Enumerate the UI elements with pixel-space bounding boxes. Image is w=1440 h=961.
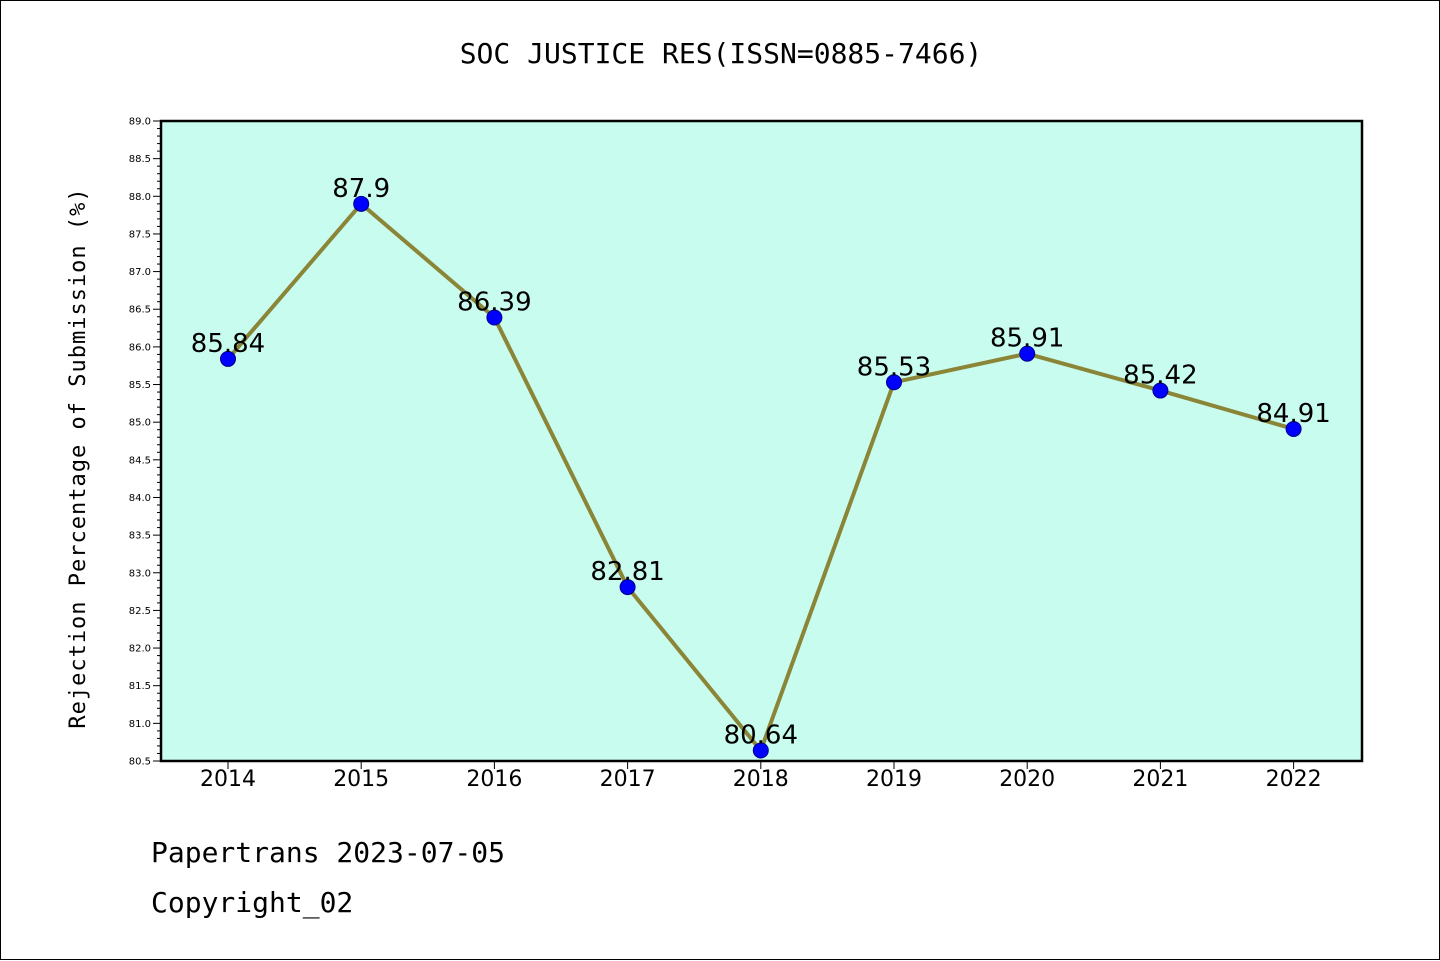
data-label: 82.81 [590,557,664,587]
data-label: 87.9 [332,174,390,204]
data-point [1152,382,1169,399]
y-tick-label: 86.5 [129,305,151,316]
data-point [220,350,236,367]
x-tick-label: 2016 [466,767,522,792]
data-point [619,579,636,596]
y-tick-label: 85.0 [129,418,151,429]
series-line-segment [625,585,763,753]
y-tick-label: 84.5 [129,455,151,466]
y-tick-label: 83.5 [129,531,151,542]
y-tick-label: 83.0 [129,568,151,579]
data-label: 86.39 [457,288,531,318]
x-tick-label: 2022 [1266,767,1322,792]
y-tick-label: 86.0 [129,342,151,353]
x-tick-label: 2015 [333,767,389,792]
data-label: 80.64 [724,720,798,750]
series-line-segment [1025,351,1163,393]
y-tick-label: 87.0 [129,267,151,278]
footer-date: Papertrans 2023-07-05 [151,836,506,869]
data-point [1019,345,1036,362]
data-point [353,195,370,212]
data-label: 85.84 [191,329,265,359]
y-tick-label: 89.0 [129,117,151,128]
data-point [1285,420,1302,437]
data-label: 84.91 [1256,399,1330,429]
plot-border [159,119,1364,763]
y-tick-label: 88.5 [129,154,151,165]
footer-copyright: Copyright_02 [151,886,354,919]
y-tick-label: 81.0 [129,719,151,730]
y-tick-label: 88.0 [129,192,151,203]
series-line-segment [492,315,630,590]
data-label: 85.53 [857,352,931,382]
series-line-segment [226,201,364,361]
y-tick-label: 85.5 [129,380,151,391]
x-tick-label: 2014 [200,767,256,792]
series-line-segment [758,380,896,753]
series-line-segment [359,201,497,320]
data-point [886,374,902,391]
series-line-segment [892,351,1030,385]
x-tick-label: 2017 [600,767,656,792]
y-axis-label: Rejection Percentage of Submission (%) [66,187,91,728]
data-point [752,742,769,759]
y-tick-label: 84.0 [129,493,151,504]
data-point [486,309,503,326]
x-tick-label: 2021 [1132,767,1188,792]
y-tick-label: 81.5 [129,681,151,692]
series-line-segment [1158,388,1296,431]
x-tick-label: 2020 [999,767,1055,792]
x-tick-label: 2018 [733,767,789,792]
y-tick-label: 82.0 [129,644,151,655]
data-label: 85.42 [1123,361,1197,391]
y-tick-label: 87.5 [129,229,151,240]
data-label: 85.91 [990,324,1064,354]
y-tick-label: 80.5 [129,757,151,768]
x-tick-label: 2019 [866,767,922,792]
chart-title: SOC JUSTICE RES(ISSN=0885-7466) [459,37,983,70]
y-tick-label: 82.5 [129,606,151,617]
plot-area [161,121,1362,761]
